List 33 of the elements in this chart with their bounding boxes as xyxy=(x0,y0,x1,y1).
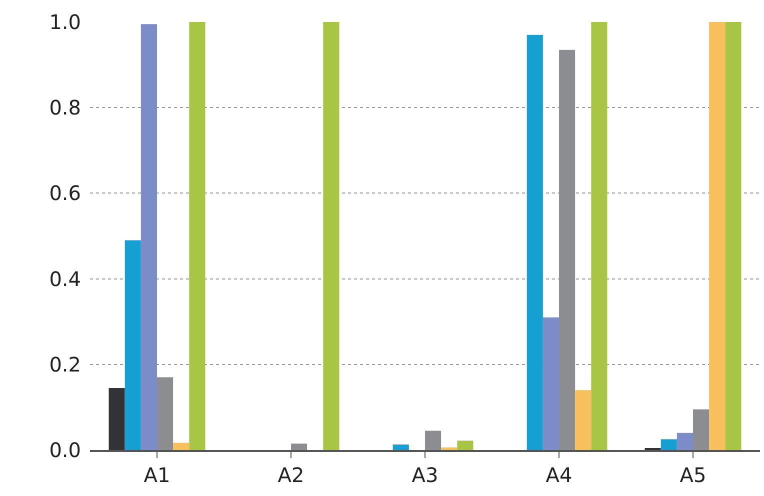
y-tick-label: 0.8 xyxy=(49,96,81,120)
bar xyxy=(676,432,693,450)
bar xyxy=(575,390,592,450)
bar xyxy=(323,22,340,450)
bar xyxy=(457,440,474,450)
bar xyxy=(124,240,141,450)
x-tick-label: A2 xyxy=(278,462,304,487)
bar xyxy=(425,430,442,450)
bar xyxy=(157,377,174,450)
bar xyxy=(542,317,559,450)
bar xyxy=(291,444,308,450)
x-tick-label: A1 xyxy=(144,462,170,487)
bar xyxy=(140,24,157,450)
bar xyxy=(660,439,677,450)
bar xyxy=(189,22,206,450)
bar xyxy=(709,22,726,450)
bar xyxy=(526,34,543,450)
y-tick-label: 0.0 xyxy=(49,438,81,462)
y-tick-label: 1.0 xyxy=(49,10,81,34)
bar xyxy=(173,442,190,450)
bar xyxy=(441,447,458,450)
y-tick-label: 0.6 xyxy=(49,181,81,206)
bar xyxy=(392,444,409,450)
y-tick-label: 0.2 xyxy=(49,352,81,376)
x-tick-label: A3 xyxy=(412,462,438,487)
bar xyxy=(108,388,125,450)
bar xyxy=(559,50,576,450)
bar xyxy=(591,22,608,450)
x-tick-label: A5 xyxy=(680,462,706,487)
bar xyxy=(725,22,742,450)
x-tick-label: A4 xyxy=(546,462,572,487)
y-tick-label: 0.4 xyxy=(49,266,81,291)
bar xyxy=(693,409,710,450)
